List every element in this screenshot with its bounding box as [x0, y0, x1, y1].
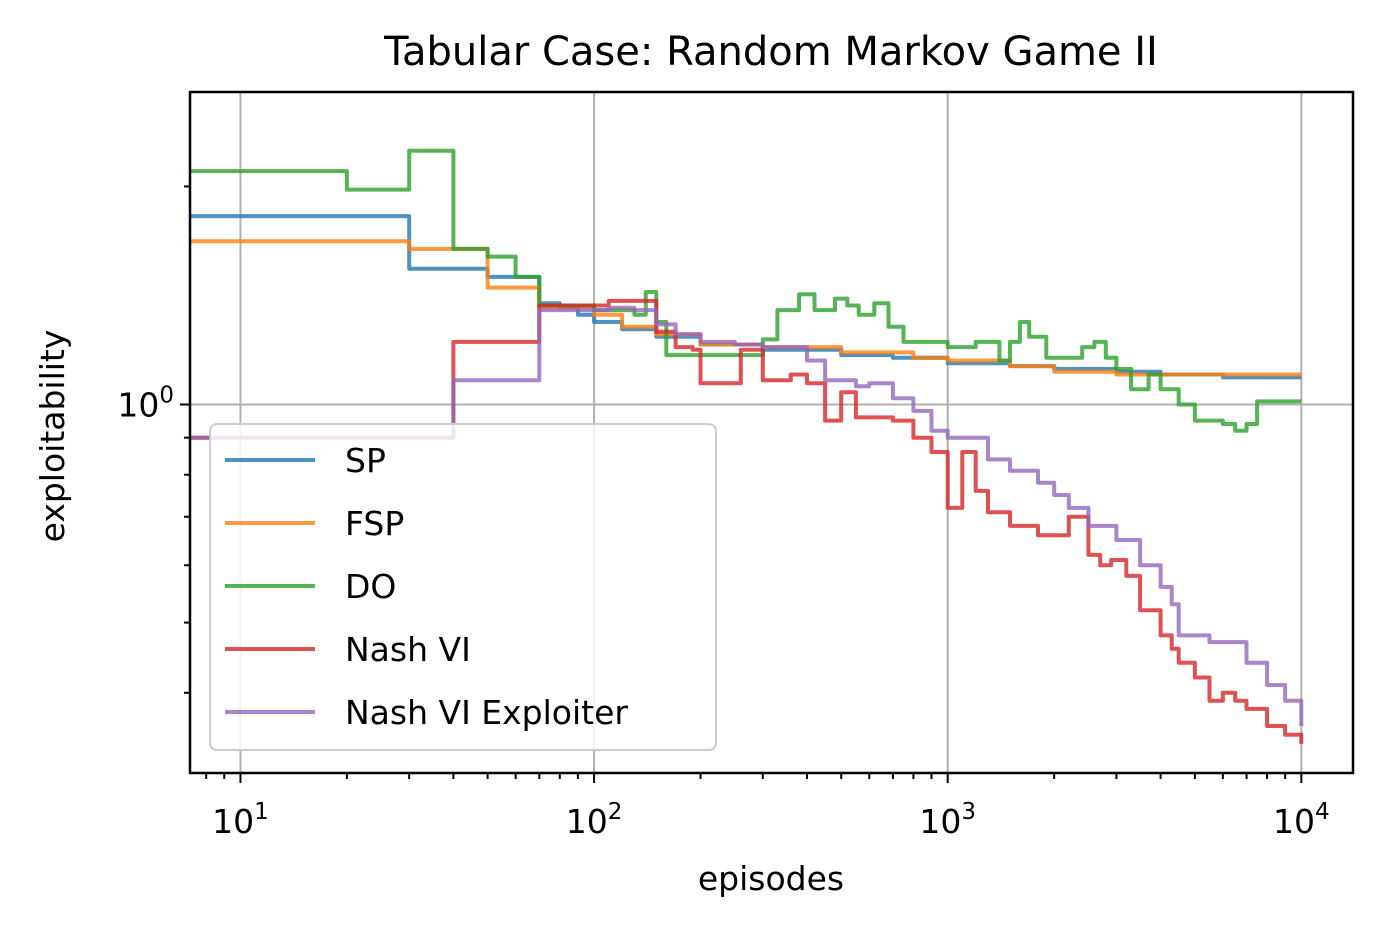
series-lines [190, 148, 1304, 744]
y-tick-label-base: 10 [117, 386, 159, 425]
axis-ticks [180, 185, 1303, 783]
series-line-do [190, 148, 1302, 433]
x-tick-label-base: 10 [919, 802, 961, 841]
series-line-nash-vi-exploiter [190, 305, 1304, 726]
x-tick-label: 101 [212, 799, 269, 841]
x-tick-label-exponent: 4 [1315, 799, 1330, 825]
chart-title: Tabular Case: Random Markov Game II [383, 29, 1158, 75]
legend-label-do: DO [345, 567, 396, 606]
y-axis-label: exploitability [33, 330, 72, 543]
plot-frame [188, 90, 1355, 775]
legend-label-nash-vi-exploiter: Nash VI Exploiter [345, 693, 628, 732]
x-tick-label: 102 [566, 799, 623, 841]
y-tick-label: 100 [117, 383, 174, 425]
legend-label-fsp: FSP [345, 504, 404, 543]
x-tick-label: 104 [1273, 799, 1330, 841]
x-tick-label-exponent: 2 [608, 799, 623, 825]
x-tick-label-exponent: 1 [254, 799, 269, 825]
y-tick-label-exponent: 0 [159, 383, 174, 409]
legend: SP FSP DO Nash VI Nash VI Exploiter [209, 423, 717, 751]
legend-label-sp: SP [345, 441, 386, 480]
legend-box [209, 423, 717, 751]
x-tick-label: 103 [919, 799, 976, 841]
x-tick-label-exponent: 3 [961, 799, 976, 825]
series-line-nash-vi [190, 298, 1304, 744]
x-tick-label-base: 10 [212, 802, 254, 841]
x-tick-label-base: 10 [1273, 802, 1315, 841]
legend-label-nash-vi: Nash VI [345, 630, 471, 669]
x-tick-label-base: 10 [566, 802, 608, 841]
x-axis-label: episodes [698, 859, 844, 898]
